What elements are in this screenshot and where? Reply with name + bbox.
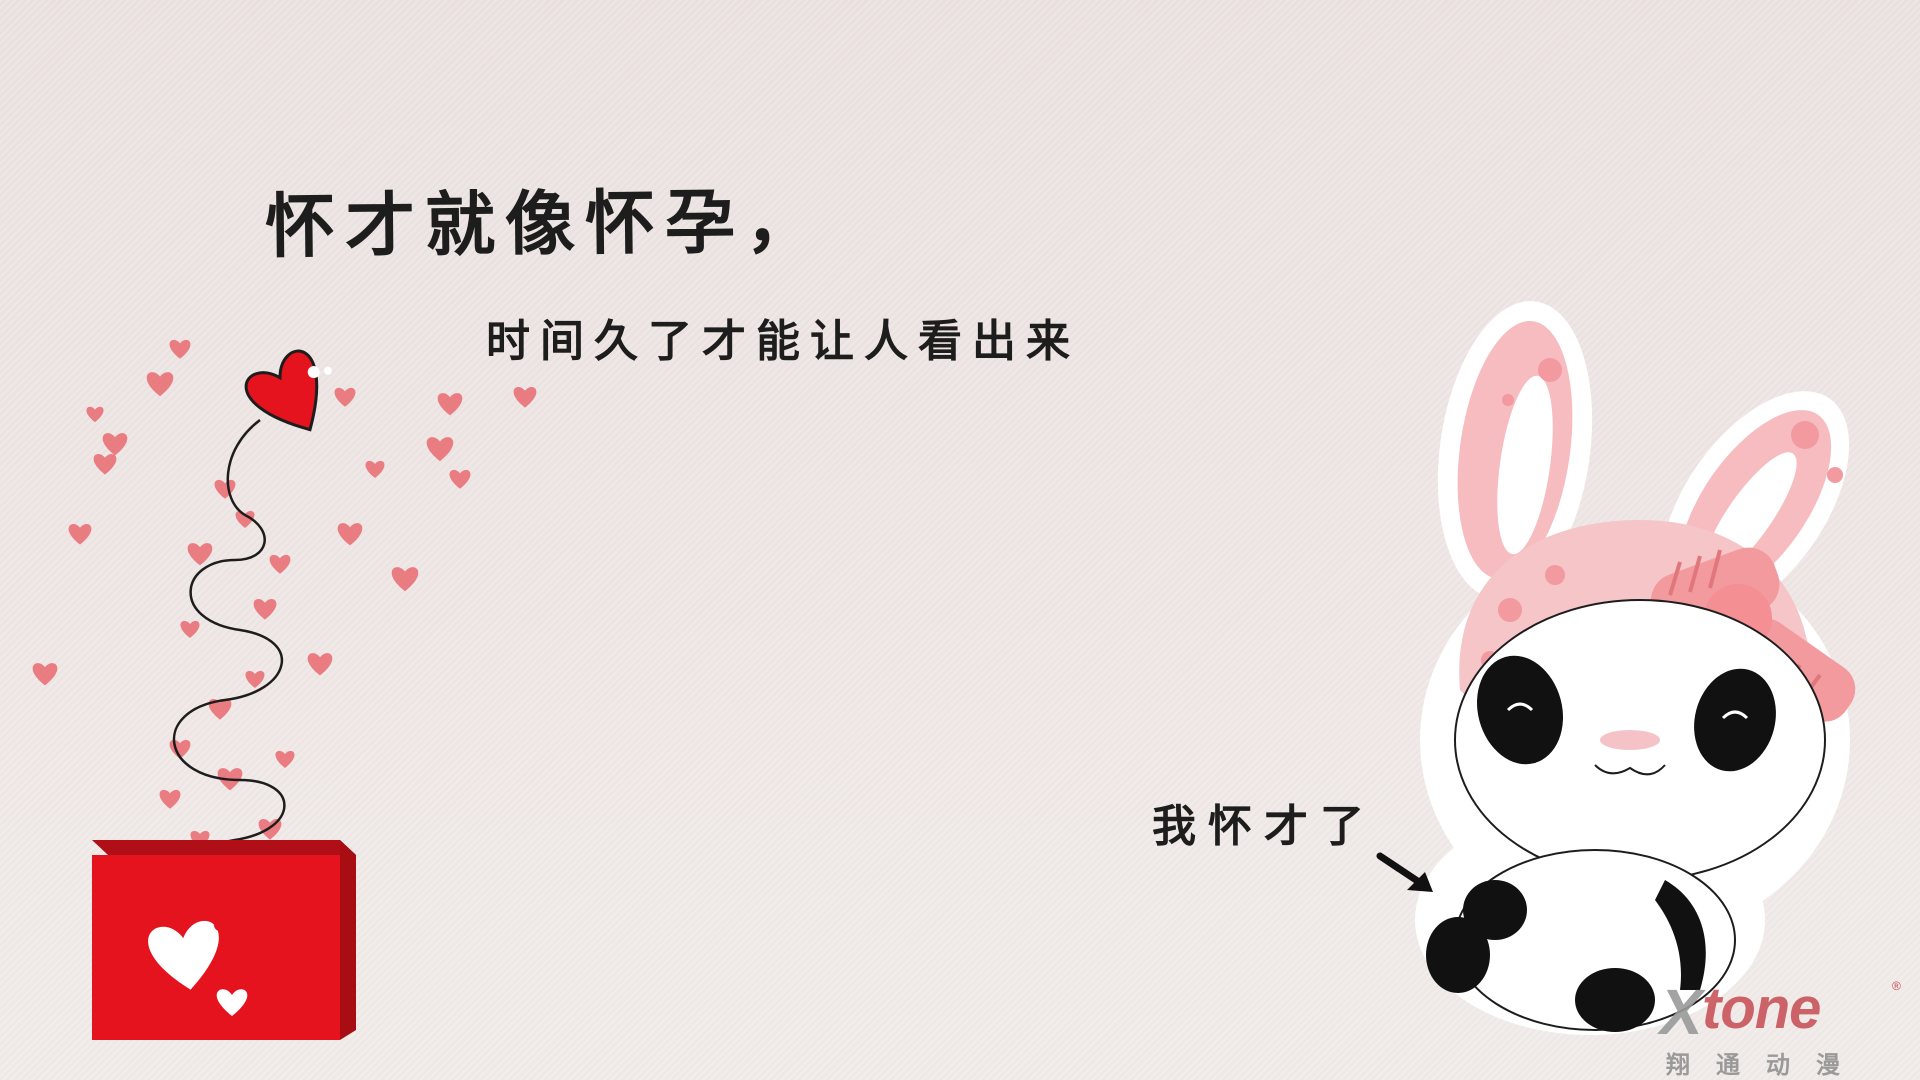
watermark-mark: X	[1660, 976, 1703, 1048]
subline: 时间久了才能让人看出来	[486, 316, 1080, 367]
watermark-subtitle: 翔通动漫	[1666, 1051, 1866, 1079]
arrow-icon	[1376, 852, 1433, 892]
panda-head	[1454, 599, 1826, 881]
gift-box	[92, 840, 356, 1040]
watermark-brand: tone	[1702, 976, 1821, 1041]
gift-box-icon	[32, 339, 537, 1040]
watermark-logo: X tone ® 翔通动漫	[1660, 975, 1905, 1079]
floating-hearts	[32, 339, 537, 938]
speech-caption: 我怀才了	[1152, 801, 1376, 852]
watermark-registered: ®	[1892, 979, 1901, 993]
headline: 怀才就像怀孕，	[264, 180, 826, 268]
spring-heart-icon	[244, 349, 332, 432]
panda-body	[1426, 849, 1736, 1032]
panda-bunny-character	[1415, 301, 1856, 1035]
